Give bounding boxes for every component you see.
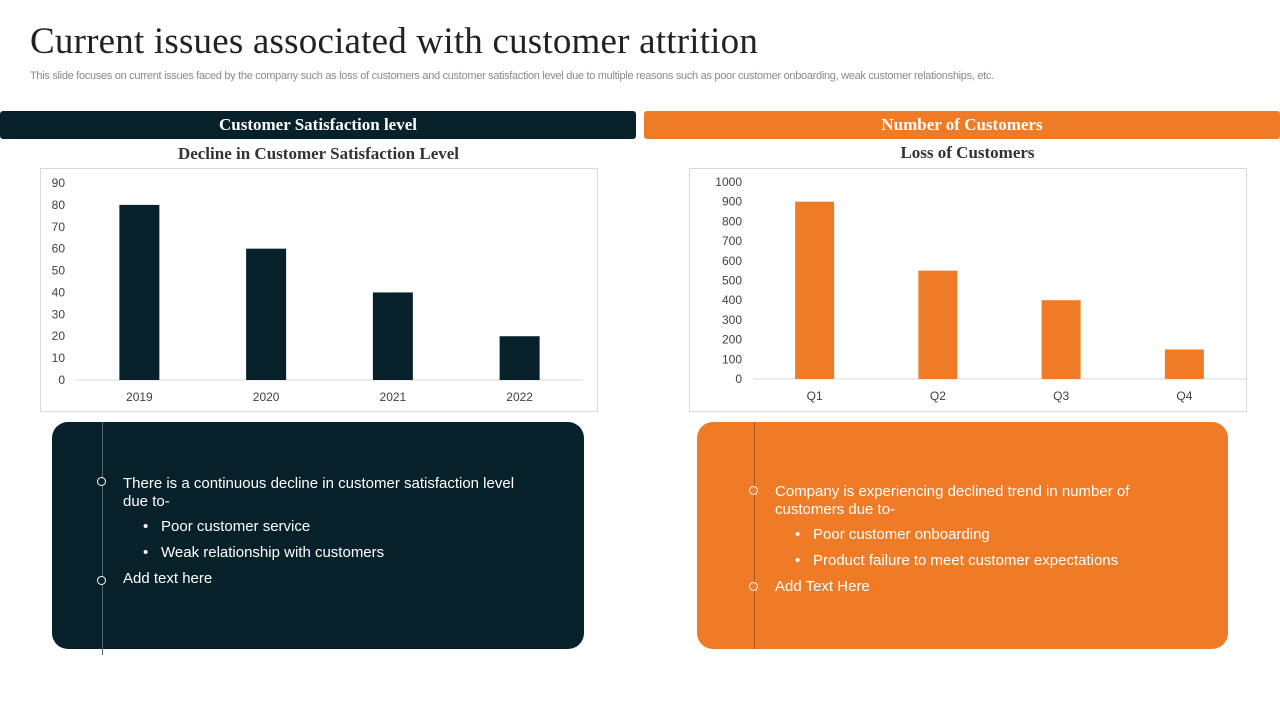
x-tick-label: Q1 — [807, 389, 823, 403]
timeline-dot — [749, 582, 758, 591]
y-tick-label: 70 — [52, 220, 66, 234]
timeline-line — [754, 422, 755, 649]
y-tick-label: 10 — [52, 351, 66, 365]
customers-chart: 0 100 200 300 400 500 600 700 800 900 1000 Q1 Q2 Q3 Q4 — [689, 168, 1247, 412]
page-subtitle: This slide focuses on current issues fac… — [30, 70, 994, 82]
y-tick-label: 600 — [722, 254, 742, 268]
x-tick-label: 2022 — [506, 390, 533, 404]
x-tick-label: 2020 — [253, 390, 280, 404]
customers-issues-card: Company is experiencing declined trend i… — [697, 422, 1228, 649]
x-tick-label: 2019 — [126, 390, 153, 404]
customers-point-2: Add Text Here — [775, 578, 870, 595]
x-tick-label: 2021 — [380, 390, 407, 404]
satisfaction-bullet-2: Weak relationship with customers — [143, 544, 384, 562]
satisfaction-chart: 0 10 20 30 40 50 60 70 80 90 2019 2020 2021 2022 — [40, 168, 598, 412]
y-tick-label: 80 — [52, 198, 66, 212]
bar — [1164, 349, 1204, 379]
y-tick-label: 900 — [722, 195, 742, 209]
y-tick-label: 1000 — [715, 175, 742, 189]
customers-point-1: Company is experiencing declined trend i… — [775, 483, 1130, 518]
customers-bullet-1: Poor customer onboarding — [795, 526, 990, 544]
timeline-dot — [97, 576, 106, 585]
y-tick-label: 500 — [722, 274, 742, 288]
timeline-line — [102, 422, 103, 655]
customers-section-header: Number of Customers — [644, 111, 1280, 139]
x-tick-label: Q4 — [1176, 389, 1192, 403]
timeline-dot — [97, 477, 106, 486]
timeline-dot — [749, 486, 758, 495]
y-tick-label: 700 — [722, 234, 742, 248]
y-tick-label: 400 — [722, 293, 742, 307]
y-tick-label: 50 — [52, 264, 66, 278]
satisfaction-chart-svg: 0 10 20 30 40 50 60 70 80 90 2019 2020 2021 2022 — [52, 176, 583, 404]
customers-chart-svg: 0 100 200 300 400 500 600 700 800 900 1000 Q1 Q2 Q3 Q4 — [715, 175, 1246, 403]
satisfaction-issues-card: There is a continuous decline in custome… — [52, 422, 584, 655]
y-tick-label: 200 — [722, 333, 742, 347]
bar — [372, 292, 413, 380]
satisfaction-chart-title: Decline in Customer Satisfaction Level — [177, 144, 460, 163]
y-tick-label: 0 — [735, 372, 742, 386]
bar — [795, 201, 835, 379]
y-tick-label: 100 — [722, 352, 742, 366]
page-title: Current issues associated with customer … — [30, 21, 759, 62]
y-tick-label: 60 — [52, 242, 66, 256]
x-tick-label: Q2 — [930, 389, 946, 403]
y-tick-label: 30 — [52, 307, 66, 321]
y-tick-label: 800 — [722, 214, 742, 228]
satisfaction-bullet-1: Poor customer service — [143, 518, 310, 536]
y-tick-label: 20 — [52, 329, 66, 343]
customers-chart-title: Loss of Customers — [900, 143, 1035, 162]
bar — [1041, 300, 1081, 379]
satisfaction-point-1: There is a continuous decline in custome… — [123, 475, 515, 510]
bar — [246, 248, 287, 380]
bar — [499, 336, 540, 380]
y-tick-label: 0 — [58, 373, 65, 387]
satisfaction-point-2: Add text here — [123, 570, 213, 587]
y-tick-label: 40 — [52, 285, 66, 299]
y-tick-label: 90 — [52, 176, 66, 190]
x-tick-label: Q3 — [1053, 389, 1069, 403]
y-tick-label: 300 — [722, 313, 742, 327]
bar — [119, 204, 160, 380]
satisfaction-section-header: Customer Satisfaction level — [0, 111, 636, 139]
bar — [918, 270, 958, 379]
customers-bullet-2: Product failure to meet customer expecta… — [795, 552, 1118, 570]
